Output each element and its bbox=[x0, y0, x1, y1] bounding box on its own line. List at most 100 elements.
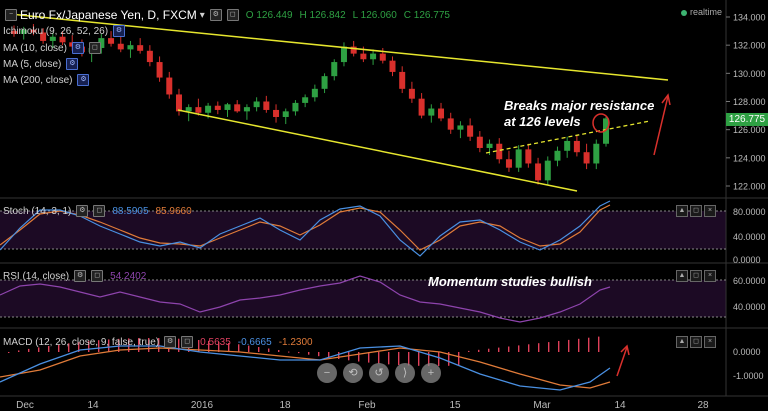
macd-hist-bar bbox=[488, 348, 490, 352]
macd-pane-buttons[interactable]: ▲ ◻ × bbox=[676, 336, 716, 348]
candle bbox=[408, 81, 415, 103]
resistance-annotation-2: at 126 levels bbox=[504, 114, 581, 129]
stoch-legend[interactable]: Stoch (14, 3, 1) ⚙ ◻ 88.5905 85.9660 bbox=[3, 205, 192, 217]
pane-max-icon[interactable]: ◻ bbox=[690, 270, 702, 282]
pane-up-icon[interactable]: ▲ bbox=[676, 336, 688, 348]
macd-hist-bar bbox=[568, 339, 570, 352]
open-value: O 126.449 bbox=[245, 9, 293, 21]
candle bbox=[535, 157, 542, 185]
macd-hist-bar bbox=[558, 341, 560, 352]
macd-hist-bar bbox=[118, 338, 120, 352]
symbol-title[interactable]: Euro Fx/Japanese Yen, D, FXCM bbox=[20, 8, 197, 22]
candle bbox=[30, 24, 37, 36]
pane-up-icon[interactable]: ▲ bbox=[676, 270, 688, 282]
ma200-settings-icon[interactable]: ⚙ bbox=[77, 74, 90, 86]
settings-icon[interactable]: ⚙ bbox=[209, 9, 222, 21]
chart-nav-controls[interactable]: − ⟲ ↺ ⟩ + bbox=[317, 363, 441, 383]
rsi-tick-label: 60.0000 bbox=[733, 276, 766, 286]
stoch-k-line bbox=[0, 200, 611, 257]
macd-tick-label: 0.0000 bbox=[733, 347, 761, 357]
price-axis: 134.000 132.000 130.000 128.000 126.000 124.0… bbox=[726, 13, 766, 381]
undo-icon[interactable]: ↺ bbox=[369, 363, 389, 383]
zoom-in-icon[interactable]: + bbox=[421, 363, 441, 383]
macd-legend[interactable]: MACD (12, 26, close, 9, false, true) ⚙ ◻… bbox=[3, 336, 313, 348]
candle bbox=[166, 71, 173, 99]
macd-hist-bar bbox=[108, 339, 110, 352]
price-tick-label: 130.000 bbox=[733, 69, 766, 79]
ma10-settings-icon[interactable]: ⚙ bbox=[71, 42, 84, 54]
low-value: L 126.060 bbox=[352, 9, 397, 21]
time-tick-label: 18 bbox=[279, 400, 291, 411]
rsi-legend[interactable]: RSI (14, close) ⚙ ◻ 54.2402 bbox=[3, 270, 146, 282]
pane-close-icon[interactable]: × bbox=[704, 205, 716, 217]
macd-hist-bar bbox=[418, 352, 420, 366]
rsi-pane-buttons[interactable]: ▲ ◻ × bbox=[676, 270, 716, 282]
reset-icon[interactable]: ⟲ bbox=[343, 363, 363, 383]
ma10-hide-icon[interactable]: ◻ bbox=[88, 42, 101, 54]
realtime-label: realtime bbox=[690, 7, 723, 17]
macd-hist-bar bbox=[218, 341, 220, 352]
candle bbox=[234, 100, 241, 113]
ma10-legend[interactable]: MA (10, close) ⚙ ◻ bbox=[3, 42, 101, 54]
ma10-label[interactable]: MA (10, close) bbox=[3, 42, 67, 54]
macd-hide-icon[interactable]: ◻ bbox=[181, 336, 194, 348]
zoom-out-icon[interactable]: − bbox=[317, 363, 337, 383]
ichimoku-legend[interactable]: Ichimoku (9, 26, 52, 26) ⚙ bbox=[3, 25, 126, 37]
macd-hist-bar bbox=[598, 336, 600, 352]
time-tick-label: 14 bbox=[87, 400, 99, 411]
hide-icon[interactable]: ◻ bbox=[226, 9, 239, 21]
macd-hist-bar bbox=[278, 350, 280, 352]
macd-hist-bar bbox=[358, 352, 360, 362]
stoch-settings-icon[interactable]: ⚙ bbox=[76, 205, 89, 217]
macd-hist-bar bbox=[538, 343, 540, 352]
time-tick-label: 2016 bbox=[191, 400, 214, 411]
candle bbox=[593, 139, 600, 170]
price-tick-label: 122.000 bbox=[733, 182, 766, 192]
pane-close-icon[interactable]: × bbox=[704, 270, 716, 282]
pane-max-icon[interactable]: ◻ bbox=[690, 336, 702, 348]
ma5-legend[interactable]: MA (5, close) ⚙ bbox=[3, 58, 79, 70]
candles bbox=[11, 24, 609, 185]
ichimoku-settings-icon[interactable]: ⚙ bbox=[113, 25, 126, 37]
ma5-label[interactable]: MA (5, close) bbox=[3, 58, 62, 70]
ma5-settings-icon[interactable]: ⚙ bbox=[66, 58, 79, 70]
rsi-hide-icon[interactable]: ◻ bbox=[91, 270, 104, 282]
stoch-title[interactable]: Stoch (14, 3, 1) bbox=[3, 205, 72, 217]
symbol-dropdown-icon[interactable]: ▾ bbox=[199, 9, 205, 21]
symbol-legend[interactable]: − Euro Fx/Japanese Yen, D, FXCM ▾ ⚙ ◻ O … bbox=[3, 8, 450, 22]
candle bbox=[282, 108, 289, 125]
stoch-tick-label: 0.0000 bbox=[733, 255, 761, 265]
macd-hist-bar bbox=[88, 341, 90, 352]
macd-hist-bar bbox=[258, 347, 260, 352]
macd-hist-bar bbox=[148, 338, 150, 352]
macd-title[interactable]: MACD (12, 26, close, 9, false, true) bbox=[3, 336, 160, 348]
lower-trendline bbox=[177, 109, 578, 192]
candle bbox=[476, 131, 483, 153]
rsi-title[interactable]: RSI (14, close) bbox=[3, 270, 70, 282]
macd-hist-bar bbox=[378, 352, 380, 364]
candle bbox=[224, 102, 231, 117]
pane-max-icon[interactable]: ◻ bbox=[690, 205, 702, 217]
macd-hist-bar bbox=[438, 352, 440, 366]
macd-value: -0.6665 bbox=[237, 336, 272, 348]
collapse-icon[interactable]: − bbox=[5, 9, 17, 21]
stoch-pane-buttons[interactable]: ▲ ◻ × bbox=[676, 205, 716, 217]
ma200-legend[interactable]: MA (200, close) ⚙ bbox=[3, 74, 90, 86]
candle bbox=[544, 156, 551, 185]
scroll-right-icon[interactable]: ⟩ bbox=[395, 363, 415, 383]
macd-hist-bar bbox=[388, 352, 390, 365]
macd-settings-icon[interactable]: ⚙ bbox=[164, 336, 177, 348]
pane-up-icon[interactable]: ▲ bbox=[676, 205, 688, 217]
candle bbox=[583, 143, 590, 170]
realtime-dot-icon bbox=[681, 9, 687, 16]
ichimoku-label[interactable]: Ichimoku (9, 26, 52, 26) bbox=[3, 25, 109, 37]
stoch-hide-icon[interactable]: ◻ bbox=[93, 205, 106, 217]
candle bbox=[117, 36, 124, 53]
candle bbox=[175, 88, 182, 116]
realtime-status: realtime bbox=[681, 7, 722, 17]
ma200-label[interactable]: MA (200, close) bbox=[3, 74, 73, 86]
pane-close-icon[interactable]: × bbox=[704, 336, 716, 348]
candle bbox=[49, 32, 56, 48]
rsi-settings-icon[interactable]: ⚙ bbox=[74, 270, 87, 282]
